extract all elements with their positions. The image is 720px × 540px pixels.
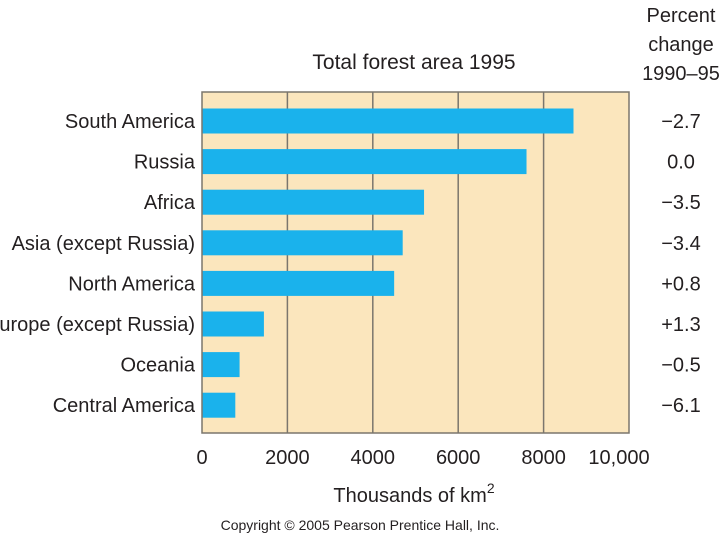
change-header-line-3: 1990–95 xyxy=(642,63,720,85)
percent-change-label: −2.7 xyxy=(661,111,700,133)
x-tick-label: 2000 xyxy=(265,447,310,469)
category-label: North America xyxy=(68,273,196,295)
x-tick-label: 6000 xyxy=(436,447,481,469)
bar xyxy=(202,392,236,418)
percent-change-label: −3.5 xyxy=(661,192,700,214)
category-label: Russia xyxy=(134,152,196,174)
change-header-line-1: Percent xyxy=(647,5,716,27)
plot-background xyxy=(202,92,629,433)
x-tick-labels: 0 2000 4000 6000 8000 10,000 xyxy=(196,447,649,469)
x-axis-label: Thousands of km2 xyxy=(333,480,494,507)
plot-frame xyxy=(201,91,630,434)
copyright-notice: Copyright © 2005 Pearson Prentice Hall, … xyxy=(221,517,500,533)
x-tick-label: 0 xyxy=(196,447,207,469)
bar xyxy=(202,230,403,256)
category-label: Europe (except Russia) xyxy=(0,314,195,336)
bar xyxy=(202,352,240,378)
category-label: Africa xyxy=(144,192,196,214)
change-header-line-2: change xyxy=(648,34,714,56)
percent-change-label: −0.5 xyxy=(661,355,700,377)
category-label: Oceania xyxy=(121,355,196,377)
bar xyxy=(202,311,264,337)
x-tick-label: 4000 xyxy=(351,447,396,469)
category-label: Asia (except Russia) xyxy=(12,233,195,255)
chart-title: Total forest area 1995 xyxy=(312,51,515,74)
percent-change-labels: −2.7 0.0 −3.5 −3.4 +0.8 +1.3 −0.5 −6.1 xyxy=(661,111,700,417)
percent-change-label: +0.8 xyxy=(661,273,700,295)
percent-change-label: −3.4 xyxy=(661,233,700,255)
bar xyxy=(202,270,395,296)
bars xyxy=(202,108,574,418)
category-label: Central America xyxy=(53,395,196,417)
x-tick-label: 8000 xyxy=(521,447,566,469)
bar xyxy=(202,189,425,215)
percent-change-label: 0.0 xyxy=(667,152,695,174)
percent-change-label: +1.3 xyxy=(661,314,700,336)
x-tick-label: 10,000 xyxy=(588,447,649,469)
bar xyxy=(202,149,527,175)
category-labels: South America Russia Africa Asia (except Ru… xyxy=(0,111,196,417)
percent-change-label: −6.1 xyxy=(661,395,700,417)
category-label: South America xyxy=(65,111,196,133)
gridlines xyxy=(286,92,545,433)
bar xyxy=(202,108,574,134)
